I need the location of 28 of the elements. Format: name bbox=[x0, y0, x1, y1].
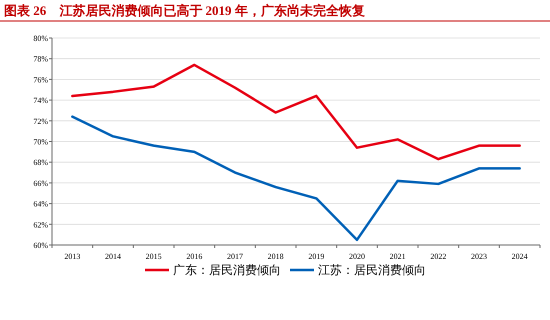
x-tick-label: 2016 bbox=[186, 252, 202, 261]
y-tick-label: 64% bbox=[33, 200, 48, 209]
x-tick-label: 2017 bbox=[227, 252, 243, 261]
y-tick-label: 74% bbox=[33, 96, 48, 106]
x-tick-label: 2018 bbox=[268, 252, 284, 261]
y-tick-label: 76% bbox=[33, 75, 48, 84]
line-series bbox=[71, 64, 521, 160]
x-tick-label: 2015 bbox=[146, 252, 162, 261]
x-tick-label: 2013 bbox=[64, 252, 80, 261]
legend-label: 广东：居民消费倾向 bbox=[173, 263, 281, 277]
x-tick-label: 2020 bbox=[349, 252, 365, 261]
chart-title: 图表 26 江苏居民消费倾向已高于 2019 年，广东尚未完全恢复 bbox=[4, 3, 365, 18]
y-tick-label: 66% bbox=[33, 178, 48, 188]
x-tick-label: 2023 bbox=[471, 252, 487, 261]
y-tick-label: 72% bbox=[33, 116, 48, 126]
y-tick-label: 80% bbox=[33, 34, 48, 43]
x-tick-label: 2024 bbox=[512, 252, 528, 261]
line-series bbox=[71, 115, 521, 242]
x-tick-label: 2021 bbox=[390, 252, 406, 261]
x-tick-label: 2022 bbox=[430, 252, 446, 261]
x-tick-label: 2014 bbox=[105, 252, 121, 261]
x-tick-label: 2019 bbox=[308, 252, 324, 261]
y-tick-label: 62% bbox=[33, 220, 48, 230]
legend-label: 江苏：居民消费倾向 bbox=[318, 263, 426, 277]
y-tick-label: 70% bbox=[33, 138, 48, 146]
y-tick-label: 60% bbox=[33, 241, 48, 250]
y-tick-label: 78% bbox=[33, 54, 48, 64]
y-tick-label: 68% bbox=[33, 158, 48, 168]
